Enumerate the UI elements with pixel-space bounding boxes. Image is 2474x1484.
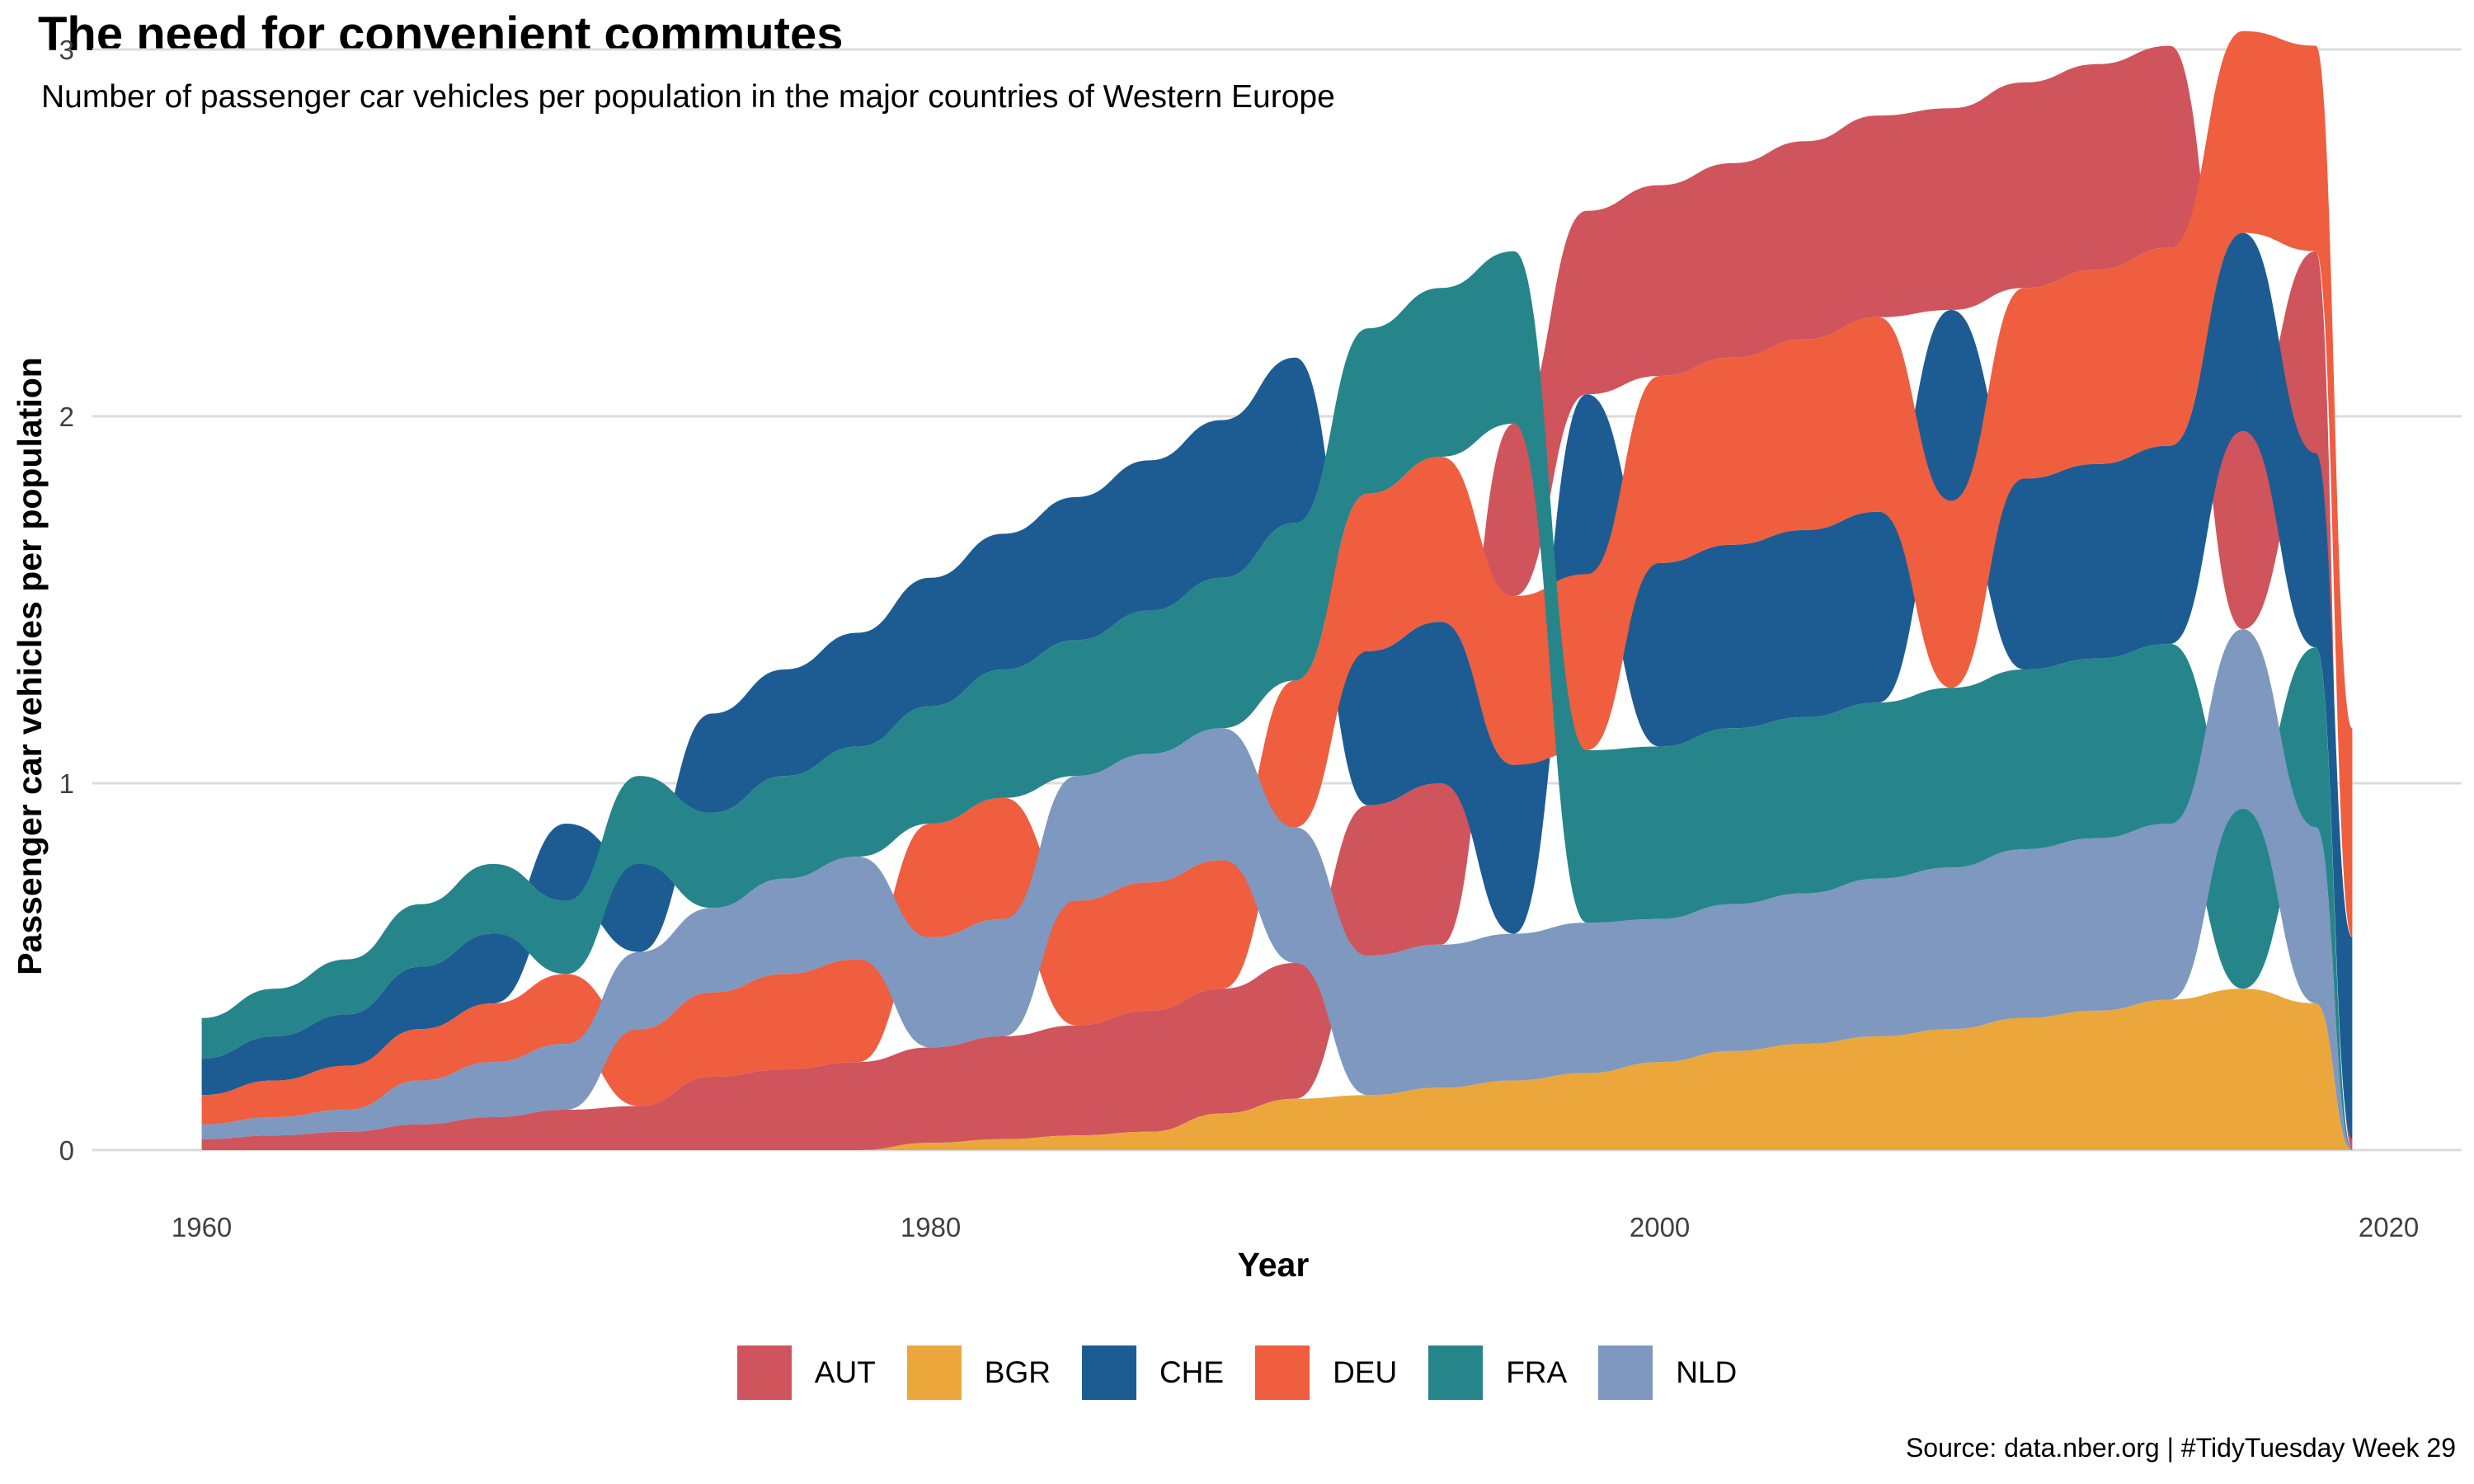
x-tick-label: 1960 (172, 1212, 232, 1242)
legend-swatch (1428, 1345, 1484, 1400)
legend-swatch (736, 1345, 792, 1400)
area-aut (201, 45, 2353, 1151)
area-che (201, 232, 2353, 1139)
legend-item-deu: DEU (1255, 1345, 1397, 1400)
source-caption: Source: data.nber.org | #TidyTuesday Wee… (1905, 1433, 2456, 1463)
legend-item-nld: NLD (1598, 1345, 1737, 1400)
legend-item-bgr: BGR (906, 1345, 1051, 1400)
area-bgr (201, 989, 2353, 1150)
legend-label: AUT (814, 1355, 876, 1389)
legend-label: DEU (1333, 1355, 1398, 1389)
legend-label: CHE (1159, 1355, 1225, 1389)
stream-areas (201, 31, 2353, 1151)
x-tick-label: 2020 (2359, 1212, 2419, 1242)
chart-title: The need for convenient commutes (38, 7, 844, 61)
legend-swatch (906, 1345, 962, 1400)
y-axis-title: Passenger car vehicles per population (11, 357, 49, 975)
area-deu (201, 31, 2353, 1125)
legend: AUT BGR CHE DEU FRA NLD (0, 1345, 2474, 1400)
y-tick-label: 2 (59, 402, 74, 432)
legend-label: FRA (1506, 1355, 1568, 1389)
y-tick-label: 1 (59, 768, 74, 799)
legend-item-fra: FRA (1428, 1345, 1567, 1400)
legend-label: BGR (984, 1355, 1051, 1389)
x-axis-title: Year (1238, 1246, 1310, 1284)
area-nld (201, 629, 2353, 1150)
legend-item-che: CHE (1081, 1345, 1225, 1400)
legend-swatch (1598, 1345, 1653, 1400)
x-tick-label: 2000 (1630, 1212, 1690, 1242)
area-fra (201, 251, 2353, 1151)
chart-subtitle: Number of passenger car vehicles per pop… (41, 79, 1335, 115)
legend-item-aut: AUT (736, 1345, 876, 1400)
legend-swatch (1081, 1345, 1136, 1400)
legend-label: NLD (1676, 1355, 1738, 1389)
axis-ticks: 0 1 2 3 1960 1980 2000 2020 (59, 35, 2420, 1242)
x-tick-label: 1980 (901, 1212, 961, 1242)
legend-swatch (1255, 1345, 1310, 1400)
y-tick-label: 0 (59, 1135, 74, 1166)
y-tick-label: 3 (59, 35, 74, 65)
